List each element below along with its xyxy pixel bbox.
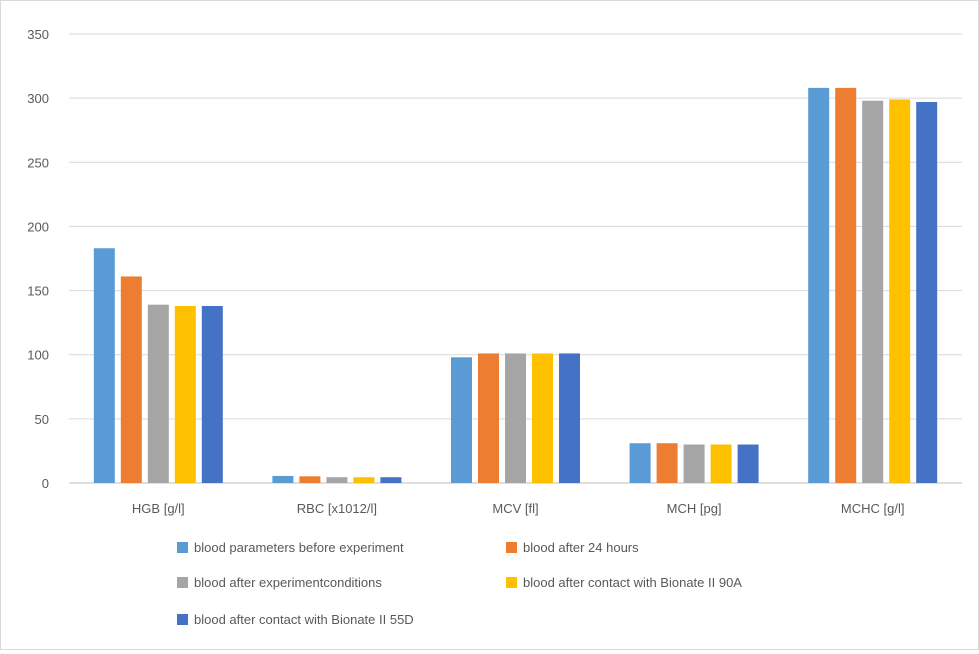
legend-item: blood after contact with Bionate II 55D bbox=[177, 612, 414, 627]
x-axis: HGB [g/l] RBC [x1012/l] MCV [fl] MCH [pg] MC… bbox=[132, 501, 905, 516]
bar bbox=[201, 305, 223, 483]
y-tick-label: 150 bbox=[27, 284, 49, 299]
bar bbox=[835, 87, 857, 483]
y-tick-label: 100 bbox=[27, 348, 49, 363]
legend-swatch bbox=[177, 542, 188, 553]
bar bbox=[147, 304, 169, 483]
x-tick-label: MCH [pg] bbox=[667, 501, 722, 516]
bar bbox=[380, 477, 402, 483]
legend-label: blood after contact with Bionate II 55D bbox=[194, 612, 414, 627]
bar bbox=[862, 100, 884, 484]
bar bbox=[174, 305, 196, 483]
bar bbox=[532, 353, 553, 483]
bar bbox=[353, 477, 375, 483]
y-tick-label: 300 bbox=[27, 91, 49, 106]
legend-item: blood parameters before experiment bbox=[177, 540, 404, 555]
bar bbox=[478, 353, 499, 483]
y-tick-label: 250 bbox=[27, 155, 49, 170]
legend-label: blood after contact with Bionate II 90A bbox=[523, 575, 742, 590]
x-tick-label: HGB [g/l] bbox=[132, 501, 185, 516]
bar bbox=[326, 477, 348, 483]
legend-swatch bbox=[506, 577, 517, 588]
legend-label: blood parameters before experiment bbox=[194, 540, 404, 555]
legend-label: blood after experimentconditions bbox=[194, 575, 382, 590]
bar bbox=[299, 476, 321, 483]
bar bbox=[889, 99, 911, 483]
y-tick-label: 50 bbox=[35, 412, 49, 427]
legend-label: blood after 24 hours bbox=[523, 540, 639, 555]
bar bbox=[120, 276, 142, 483]
bar bbox=[916, 101, 938, 484]
bars bbox=[93, 87, 938, 484]
bar bbox=[451, 357, 472, 483]
legend-item: blood after experimentconditions bbox=[177, 575, 382, 590]
bar bbox=[559, 353, 580, 483]
bar bbox=[737, 444, 759, 483]
bar bbox=[683, 444, 705, 483]
bar bbox=[93, 248, 115, 483]
bar bbox=[808, 87, 830, 483]
legend-swatch bbox=[177, 614, 188, 625]
bar bbox=[710, 444, 732, 483]
y-tick-label: 0 bbox=[42, 476, 49, 491]
legend: blood parameters before experiment blood … bbox=[177, 540, 742, 627]
y-tick-label: 200 bbox=[27, 219, 49, 234]
x-tick-label: RBC [x1012/l] bbox=[297, 501, 377, 516]
legend-swatch bbox=[177, 577, 188, 588]
bar bbox=[272, 475, 294, 483]
bar bbox=[656, 443, 678, 483]
y-tick-label: 350 bbox=[27, 27, 49, 42]
y-axis: 0 50 100 150 200 250 300 350 bbox=[27, 27, 49, 491]
x-tick-label: MCHC [g/l] bbox=[841, 501, 905, 516]
bar bbox=[505, 353, 526, 483]
x-tick-label: MCV [fl] bbox=[492, 501, 538, 516]
legend-item: blood after contact with Bionate II 90A bbox=[506, 575, 742, 590]
legend-swatch bbox=[506, 542, 517, 553]
legend-item: blood after 24 hours bbox=[506, 540, 639, 555]
bar bbox=[629, 443, 651, 483]
